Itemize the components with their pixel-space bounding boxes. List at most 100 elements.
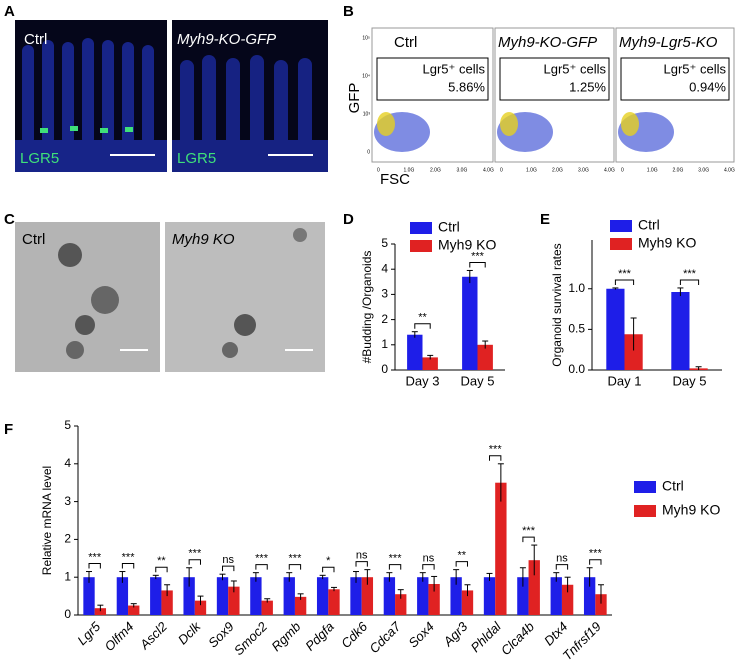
bar (528, 560, 540, 615)
legend-swatch (610, 238, 632, 250)
x-tick-label: 3.0G (457, 167, 468, 173)
legend-swatch (610, 220, 632, 232)
cell-cloud (377, 112, 395, 136)
bar (417, 577, 429, 615)
y-tick-label: 4 (64, 456, 71, 470)
legend-swatch (634, 505, 656, 517)
x-tick-label: 4.0G (483, 167, 494, 173)
bar (194, 600, 207, 615)
bar (328, 589, 340, 615)
x-tick-label: Day 3 (406, 373, 440, 388)
significance: *** (683, 268, 697, 280)
y-tick-label: 1.0 (568, 281, 585, 295)
bar (283, 577, 295, 615)
bar (383, 577, 396, 615)
gate (499, 57, 610, 101)
panel-label: E (540, 211, 550, 228)
significance-bracket (155, 566, 168, 573)
y-tick-label: 0 (367, 149, 370, 155)
significance: ** (418, 312, 427, 324)
significance-bracket (222, 565, 235, 572)
x-tick-label: Dtx4 (541, 619, 571, 649)
panel-label: C (4, 211, 15, 228)
y-tick-label: 2 (64, 532, 71, 546)
image-label: Ctrl (24, 31, 47, 48)
significance: ns (556, 553, 568, 565)
bar (583, 577, 596, 615)
legend-swatch (410, 240, 432, 252)
y-tick-label: 1 (381, 337, 388, 351)
x-tick-label: Agr3 (440, 618, 471, 649)
bar (83, 577, 95, 615)
significance-bracket (679, 279, 700, 285)
y-tick-label: 10⁴ (362, 73, 370, 79)
significance-bracket (589, 559, 602, 565)
x-tick-label: Rgmb (268, 619, 303, 654)
gate (620, 57, 730, 101)
image-label: Myh9 KO (172, 231, 235, 248)
bar (116, 577, 129, 615)
bar (161, 590, 173, 615)
bar (294, 596, 307, 615)
plot-label: Myh9-Lgr5-KO (619, 34, 718, 51)
y-tick-label: 0.5 (568, 322, 585, 336)
x-tick-label: 2.0G (552, 167, 563, 173)
bar (495, 482, 507, 615)
bar (407, 334, 423, 370)
significance-bracket (455, 561, 468, 567)
bar (428, 584, 440, 615)
plot-label: Ctrl (394, 34, 417, 51)
legend-label: Myh9 KO (438, 237, 496, 253)
significance: ns (222, 554, 234, 566)
significance-bracket (489, 455, 502, 461)
significance-bracket (555, 564, 569, 570)
micrograph (165, 222, 325, 372)
bar (517, 577, 529, 615)
x-tick-label: 0 (500, 167, 503, 173)
bar (183, 577, 195, 615)
significance-bracket (469, 261, 486, 268)
significance: *** (255, 553, 269, 565)
legend-swatch (634, 481, 656, 493)
x-tick-label: 0 (621, 167, 624, 173)
axis-label: FSC (380, 171, 410, 188)
significance-bracket (388, 564, 402, 570)
significance: ** (458, 550, 467, 562)
micrograph (15, 20, 167, 172)
axis-label: #Budding /Organoids (360, 251, 374, 364)
y-tick-label: 10³ (363, 111, 371, 117)
bar (128, 605, 140, 615)
stain-label: LGR5 (20, 150, 59, 167)
cell-cloud (621, 112, 639, 136)
panel-label: B (343, 3, 354, 20)
bar (550, 577, 562, 615)
y-tick-label: 4 (381, 261, 388, 275)
significance: ** (157, 555, 166, 567)
y-tick-label: 10⁵ (362, 35, 370, 41)
bar (462, 276, 478, 370)
significance-bracket (121, 563, 135, 569)
bar (228, 586, 240, 615)
y-tick-label: 3 (381, 287, 388, 301)
x-tick-label: Smoc2 (231, 618, 271, 658)
x-tick-label: Sox4 (405, 619, 437, 651)
x-tick-label: Dclk (175, 618, 205, 648)
significance: *** (522, 525, 536, 537)
bar (595, 594, 607, 615)
cell-cloud (500, 112, 518, 136)
significance-bracket (255, 564, 268, 570)
x-tick-label: 0 (377, 167, 380, 173)
significance: *** (88, 551, 102, 563)
micrograph (172, 20, 328, 172)
bar (250, 577, 262, 615)
significance: *** (589, 548, 603, 560)
y-tick-label: 0 (381, 362, 388, 376)
bar (94, 608, 107, 615)
y-tick-label: 3 (64, 494, 71, 508)
significance-bracket (414, 323, 431, 329)
significance-bracket (522, 536, 535, 543)
axis-label: Organoid survival rates (550, 243, 564, 366)
bar (316, 577, 329, 615)
bar (422, 357, 438, 370)
legend-swatch (410, 222, 432, 234)
